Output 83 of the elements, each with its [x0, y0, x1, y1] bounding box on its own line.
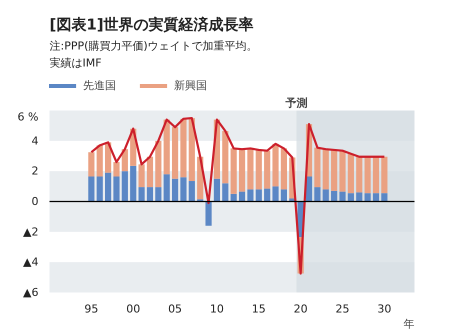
text: 実績はIMF — [50, 56, 102, 70]
y-tick-label: 6 % — [18, 110, 39, 124]
bar — [381, 193, 388, 202]
bar — [138, 187, 145, 202]
bar — [96, 176, 103, 202]
bar — [272, 186, 279, 202]
bar — [105, 172, 112, 202]
bar — [214, 178, 220, 202]
bar — [230, 194, 237, 202]
x-tick-label: 05 — [168, 302, 182, 316]
bar — [238, 192, 246, 202]
bar — [172, 178, 178, 202]
bar — [155, 140, 162, 188]
bar — [356, 192, 362, 202]
bar — [146, 156, 154, 188]
bar — [372, 193, 380, 202]
x-tick-label: 20 — [294, 302, 308, 316]
x-tick-label: 95 — [84, 302, 98, 316]
bar — [138, 164, 145, 188]
bar — [339, 192, 346, 202]
bar — [113, 176, 120, 202]
bar — [256, 150, 262, 190]
x-tick-label: 15 — [252, 302, 266, 316]
y-tick-label: 2 — [32, 164, 38, 178]
bar — [322, 149, 329, 190]
text: 注:PPP(購買力平価)ウェイトで加重平均。 — [50, 40, 258, 52]
bar — [130, 166, 136, 202]
bar — [230, 148, 237, 194]
x-tick-label: 10 — [210, 302, 224, 316]
bar — [180, 118, 187, 178]
y-tick-label: ▲4 — [23, 256, 39, 269]
bar — [172, 127, 178, 179]
bar — [155, 187, 162, 202]
bar — [238, 149, 246, 192]
bar — [364, 156, 371, 194]
bar — [356, 156, 362, 192]
x-tick-label: 00 — [126, 302, 140, 316]
bar — [264, 188, 270, 202]
bar — [247, 148, 254, 190]
legend-label: 先進国 — [83, 78, 116, 93]
bar — [113, 162, 120, 176]
bar — [164, 120, 170, 174]
bar — [247, 189, 254, 202]
bar — [180, 177, 187, 202]
bar — [339, 150, 346, 192]
y-tick-label: ▲6 — [23, 286, 39, 299]
bar — [188, 181, 195, 202]
bar — [314, 148, 320, 188]
line-series — [90, 116, 386, 275]
bar — [205, 202, 212, 226]
legend-label: 新興国 — [174, 78, 207, 93]
bar — [222, 130, 228, 184]
bar — [272, 144, 279, 186]
bar — [88, 152, 94, 176]
bar — [331, 150, 338, 191]
chart-title: [図表1]世界の実質経済成長率 — [50, 16, 254, 34]
bar — [122, 171, 128, 202]
bar — [122, 149, 128, 172]
bar — [256, 189, 262, 202]
bar — [88, 176, 94, 202]
x-tick-label: 30 — [377, 302, 392, 316]
y-tick-label: 0 — [32, 195, 38, 208]
bar — [96, 145, 103, 176]
bar — [146, 187, 154, 202]
bar — [264, 150, 270, 189]
y-tick-label: ▲2 — [23, 225, 39, 238]
y-tick-label: 4 — [32, 134, 38, 148]
bar — [188, 118, 195, 182]
bar — [280, 189, 287, 202]
bar — [348, 154, 354, 194]
bar — [164, 174, 170, 202]
bar — [222, 183, 228, 202]
bar — [381, 156, 388, 194]
x-tick-label: 25 — [336, 302, 350, 316]
bar — [322, 189, 329, 202]
x-axis-title: 年 — [404, 318, 414, 330]
bar — [331, 190, 338, 202]
bar — [348, 193, 354, 202]
bar — [314, 187, 320, 202]
bar — [372, 156, 380, 194]
band-label: 予測 — [284, 96, 308, 110]
bar — [364, 193, 371, 202]
bar — [280, 148, 287, 190]
